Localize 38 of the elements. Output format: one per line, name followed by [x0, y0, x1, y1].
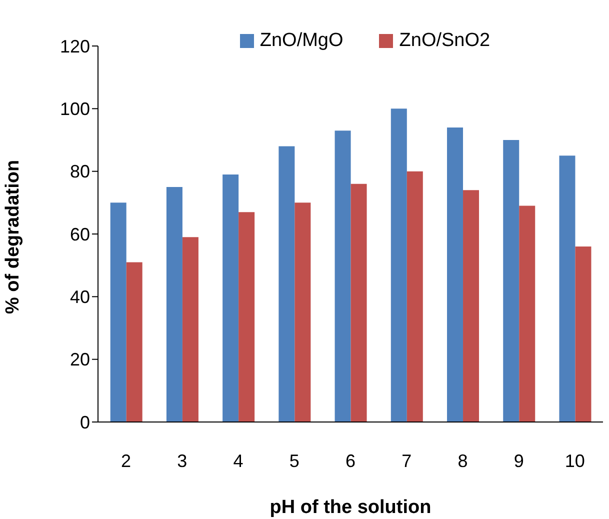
- bar: [463, 190, 480, 422]
- x-tick-label: 8: [458, 450, 468, 471]
- y-tick-label: 20: [70, 350, 90, 370]
- y-tick-label: 0: [80, 412, 90, 432]
- y-tick-label: 40: [70, 287, 90, 308]
- y-tick-label: 60: [70, 224, 90, 244]
- x-tick-label: 4: [233, 450, 244, 471]
- x-tick-label: 10: [564, 450, 585, 471]
- legend-label: ZnO/SnO2: [398, 30, 490, 52]
- x-tick-label: 7: [402, 450, 412, 471]
- bar: [447, 127, 464, 422]
- bar: [222, 174, 239, 422]
- y-axis-title: % of degradation: [2, 160, 24, 314]
- bar: [350, 184, 367, 422]
- bar: [559, 156, 576, 422]
- bar: [575, 246, 592, 422]
- bar: [278, 146, 295, 422]
- bar: [503, 140, 520, 422]
- x-tick-label: 9: [514, 450, 524, 471]
- x-tick-label: 6: [345, 450, 356, 471]
- x-tick-label: 5: [289, 450, 300, 471]
- legend-label: ZnO/MgO: [258, 30, 344, 52]
- bar: [406, 171, 423, 422]
- x-tick-label: 2: [121, 450, 132, 471]
- x-tick-label: 3: [177, 450, 188, 471]
- bar: [166, 187, 182, 422]
- bar: [294, 202, 311, 422]
- y-tick-label: 100: [60, 99, 90, 120]
- bar: [126, 262, 142, 422]
- bar: [519, 206, 536, 422]
- bar: [390, 108, 407, 422]
- bar: [238, 212, 255, 422]
- x-axis-title: pH of the solution: [270, 497, 432, 518]
- bar: [182, 237, 198, 422]
- y-tick-label: 120: [60, 36, 90, 56]
- y-tick-label: 80: [70, 162, 90, 182]
- bar: [110, 202, 126, 422]
- bar: [334, 130, 351, 422]
